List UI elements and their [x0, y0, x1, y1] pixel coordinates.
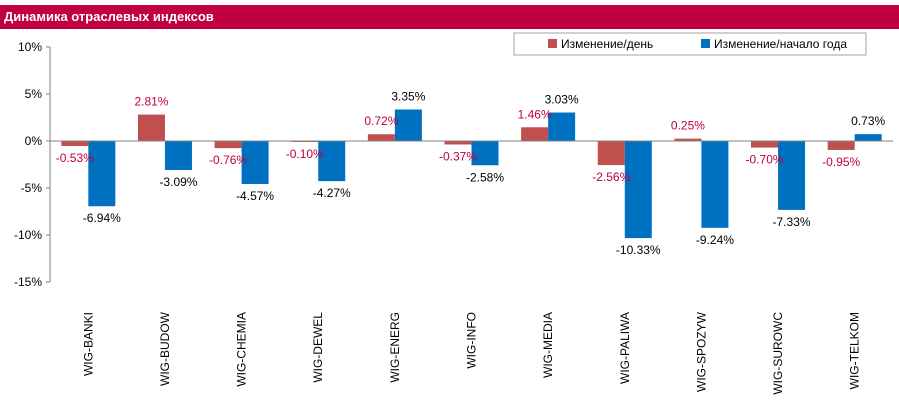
category-label: WIG-BANKI	[81, 312, 95, 376]
bar-ytd	[318, 141, 346, 182]
data-label-day: -0.95%	[822, 155, 860, 169]
bar-day	[751, 141, 779, 148]
legend-swatch	[548, 39, 557, 48]
category-label: WIG-CHEMIA	[235, 312, 249, 387]
bar-day	[214, 141, 242, 149]
data-label-day: -0.76%	[209, 153, 247, 167]
bar-ytd	[241, 141, 269, 184]
legend-swatch	[701, 39, 710, 48]
category-label: WIG-MEDIA	[541, 312, 555, 378]
category-label: WIG-INFO	[465, 312, 479, 369]
bar-day	[137, 114, 165, 141]
bar-ytd	[624, 141, 652, 239]
category-label: WIG-ENERG	[388, 312, 402, 383]
bar-ytd	[701, 141, 729, 228]
data-label-ytd: -2.58%	[466, 170, 504, 184]
data-label-ytd: -7.33%	[773, 215, 811, 229]
data-label-ytd: -4.27%	[313, 186, 351, 200]
data-label-day: 0.72%	[364, 114, 398, 128]
category-label: WIG-PALIWA	[618, 312, 632, 384]
bar-ytd	[164, 141, 192, 171]
bar-day	[521, 127, 549, 141]
bar-ytd	[778, 141, 806, 210]
bar-ytd	[394, 109, 422, 141]
data-label-day: 2.81%	[134, 95, 168, 109]
data-label-day: 1.46%	[518, 107, 552, 121]
data-label-ytd: 3.03%	[545, 93, 579, 107]
data-label-day: -2.56%	[592, 170, 630, 184]
bar-ytd	[88, 141, 116, 207]
data-label-day: -0.37%	[439, 149, 477, 163]
data-label-day: -0.70%	[746, 153, 784, 167]
bar-day	[597, 141, 625, 166]
y-tick-label: 10%	[18, 40, 42, 54]
legend	[513, 32, 867, 56]
category-label: WIG-TELKOM	[848, 312, 862, 389]
bar-day	[827, 141, 855, 150]
data-label-day: -0.10%	[286, 147, 324, 161]
bar-ytd	[854, 134, 882, 141]
data-label-ytd: -9.24%	[696, 233, 734, 247]
data-label-day: -0.53%	[56, 151, 94, 165]
y-tick-label: 5%	[25, 87, 43, 101]
category-label: WIG-BUDOW	[158, 311, 172, 386]
y-tick-label: -5%	[21, 181, 43, 195]
data-label-ytd: 0.73%	[851, 114, 885, 128]
category-label: WIG-SPOZYW	[694, 311, 708, 392]
legend-label: Изменение/начало года	[714, 37, 847, 51]
bar-ytd	[548, 112, 576, 141]
y-tick-label: -10%	[14, 228, 42, 242]
data-label-ytd: -4.57%	[236, 189, 274, 203]
data-label-day: 0.25%	[671, 119, 705, 133]
chart-title: Динамика отраслевых индексов	[0, 5, 899, 29]
legend-label: Изменение/день	[561, 37, 653, 51]
y-tick-label: -15%	[14, 275, 42, 289]
data-label-ytd: -10.33%	[616, 243, 661, 257]
bar-day	[61, 141, 89, 146]
data-label-ytd: 3.35%	[391, 90, 425, 104]
data-label-ytd: -3.09%	[159, 175, 197, 189]
bar-day	[367, 134, 395, 141]
bar-day	[674, 138, 702, 141]
y-tick-label: 0%	[25, 134, 43, 148]
bar-ytd	[471, 141, 499, 166]
category-label: WIG-SUROWC	[771, 312, 785, 395]
data-label-ytd: -6.94%	[83, 211, 121, 225]
category-label: WIG-DEWEL	[311, 312, 325, 383]
bar-day	[444, 141, 472, 145]
